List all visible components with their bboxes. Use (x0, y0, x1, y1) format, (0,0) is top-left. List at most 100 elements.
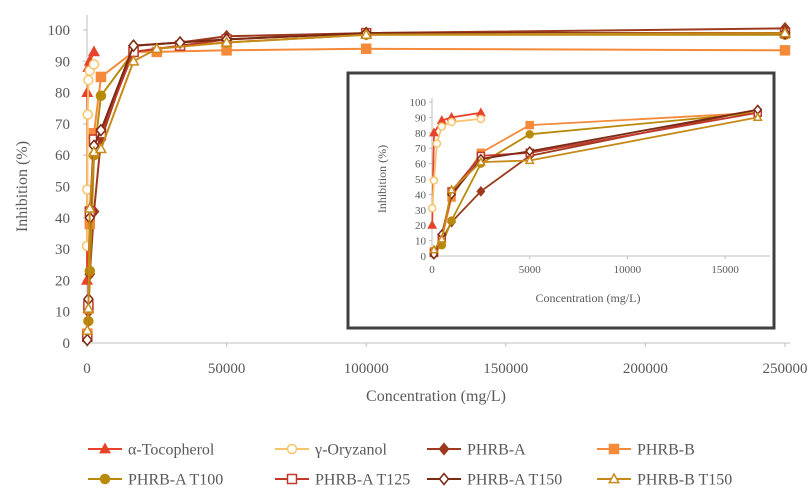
legend-item: PHRB-A T100 (88, 472, 223, 489)
legend-label: PHRB-A (467, 442, 526, 459)
legend: α-Tocopherol γ-Oryzanol PHRB-A PHRB-B PHRB-A… (88, 442, 732, 489)
x-tick-label: 200000 (623, 361, 668, 377)
inset-series-phrb-b-t150 (429, 111, 763, 254)
data-point (150, 42, 163, 54)
inset-series--oryzanol (427, 114, 486, 213)
data-point (128, 39, 140, 53)
inset-y-tick-label: 60 (415, 159, 427, 171)
legend-label: PHRB-B T150 (637, 472, 732, 489)
inset-data-point (476, 114, 486, 124)
inset-data-point (752, 111, 763, 121)
inset-data-point (432, 139, 442, 148)
data-point (81, 333, 93, 347)
y-tick-label: 80 (55, 86, 70, 102)
legend-item: PHRB-A T150 (427, 472, 562, 489)
series-line (86, 32, 786, 331)
data-point (360, 43, 372, 55)
y-tick-label: 30 (55, 242, 70, 258)
data-point (95, 90, 107, 101)
inset-x-tick-label: 15000 (711, 264, 739, 276)
data-point (88, 59, 100, 70)
legend-item: PHRB-A (427, 442, 526, 459)
inset-data-point (447, 117, 456, 127)
data-point (127, 54, 140, 66)
inset-data-point (476, 185, 486, 197)
data-point (95, 123, 107, 137)
y-tick-label: 40 (55, 211, 70, 227)
inset-y-tick-label: 80 (415, 128, 427, 140)
inset-frame (346, 71, 776, 330)
data-point (360, 28, 373, 40)
data-point (83, 201, 96, 213)
inset-data-point (429, 127, 439, 137)
legend-item: PHRB-B T150 (597, 472, 732, 489)
inset-y-tick-label: 10 (415, 236, 427, 248)
inset-data-point (446, 184, 457, 194)
inset-data-point (475, 156, 486, 166)
inset-x-tick-label: 5000 (519, 264, 542, 276)
x-tick-label: 100000 (344, 361, 389, 377)
data-point (81, 323, 94, 335)
inset-data-point (524, 155, 535, 165)
legend-label: PHRB-A T125 (315, 472, 410, 489)
inset-x-tick-label: 10000 (614, 264, 642, 276)
y-axis-title: Inhibition (%) (14, 141, 31, 232)
legend-label: α-Tocopherol (128, 442, 215, 459)
series-phrb-b-t150 (81, 26, 791, 335)
inset-data-point (447, 216, 456, 225)
data-point (82, 109, 93, 120)
inset-y-axis-title: Inhibition (%) (375, 145, 389, 213)
inset-y-tick-label: 70 (415, 143, 427, 155)
data-point (95, 71, 107, 83)
x-axis-title: Concentration (mg/L) (366, 388, 506, 405)
data-point (83, 74, 94, 86)
inset-data-point (429, 244, 439, 254)
inset-plot: 0 10 20 30 40 50 60 70 80 90 100 0 5000 10000 15000 Con… (375, 97, 770, 305)
y-tick-label: 60 (55, 148, 70, 164)
inset-y-tick-label: 30 (415, 205, 427, 217)
inset-y-tick-label: 50 (415, 174, 427, 186)
legend-label: PHRB-A T150 (467, 472, 562, 489)
inset-data-point (427, 204, 437, 213)
legend-marker (286, 473, 298, 485)
legend-marker (438, 472, 450, 486)
legend-label: PHRB-A T100 (128, 472, 223, 489)
data-point (82, 302, 95, 313)
data-point (174, 35, 186, 50)
series--oryzanol (81, 59, 100, 252)
x-tick-label: 150000 (483, 361, 528, 377)
legend-marker (99, 442, 111, 454)
y-tick-label: 90 (55, 54, 70, 70)
legend-marker (438, 442, 450, 456)
inset-data-point (525, 130, 534, 139)
inset-y-tick-label: 0 (421, 251, 427, 263)
y-tick-label: 70 (55, 117, 70, 133)
legend-marker (608, 472, 620, 484)
legend-marker (99, 473, 111, 485)
inset-data-point (429, 176, 439, 185)
inset-y-tick-label: 100 (410, 97, 427, 109)
legend-item: PHRB-B (597, 442, 695, 459)
x-tick-label: 250000 (763, 361, 808, 377)
legend-marker (608, 443, 620, 455)
y-tick-label: 0 (63, 336, 71, 352)
y-tick-label: 20 (55, 273, 70, 289)
inset-data-point (525, 120, 534, 130)
x-tick-label: 0 (83, 361, 91, 377)
legend-item: α-Tocopherol (88, 442, 215, 459)
data-point (779, 45, 791, 56)
inset-series-line (431, 118, 481, 209)
data-point (220, 36, 233, 47)
y-tick-label: 10 (55, 305, 70, 321)
y-tick-label: 50 (55, 180, 70, 196)
inset-data-point (427, 219, 438, 229)
inset-data-point (436, 233, 447, 243)
legend-marker (286, 443, 298, 455)
inset-x-tick-label: 0 (429, 264, 435, 276)
inset-y-tick-label: 20 (415, 220, 427, 232)
data-point (94, 142, 107, 154)
data-point (87, 45, 100, 57)
inset-y-tick-label: 90 (415, 112, 427, 124)
